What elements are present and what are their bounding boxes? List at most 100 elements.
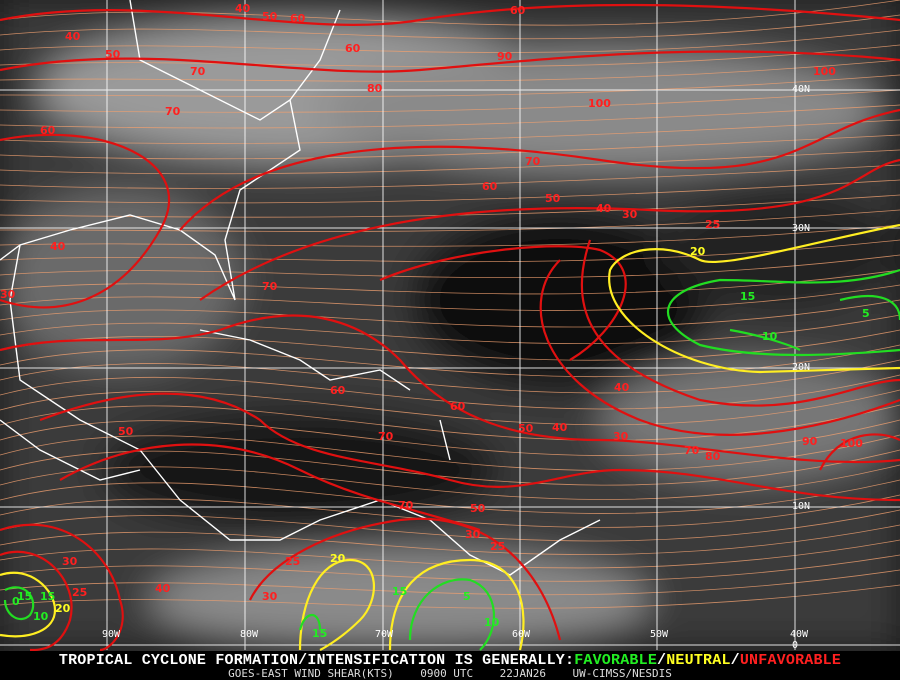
- contour-label: 70: [165, 105, 181, 118]
- legend-neutral: NEUTRAL: [666, 652, 731, 669]
- streamline: [0, 299, 900, 328]
- contour-label: 70: [378, 430, 394, 443]
- lat-lon-grid: [0, 0, 900, 650]
- streamline: [0, 509, 900, 542]
- tc-formation-legend: TROPICAL CYCLONE FORMATION/INTENSIFICATI…: [0, 652, 900, 669]
- contour-label: 80: [705, 450, 721, 463]
- streamline: [0, 524, 900, 555]
- contour-label: 40: [596, 202, 612, 215]
- contour-label: 60: [510, 4, 526, 17]
- streamline: [0, 359, 900, 394]
- longitude-label: 70W: [375, 629, 394, 640]
- longitude-label: 80W: [240, 629, 259, 640]
- streamline: [0, 74, 900, 97]
- contour-label: 50: [262, 10, 278, 23]
- longitude-label: 60W: [512, 629, 531, 640]
- contour-label: 40: [155, 582, 171, 595]
- streamline: [0, 89, 900, 113]
- latitude-label: 30N: [792, 223, 810, 234]
- contour-label: 10: [33, 610, 49, 623]
- streamline: [0, 59, 900, 82]
- contour-label: 15: [392, 585, 407, 598]
- contour-label: 10: [762, 330, 778, 343]
- contour-label: 90: [802, 435, 818, 448]
- streamline: [0, 44, 900, 68]
- contour-label: 60: [450, 400, 466, 413]
- contour-label: 15: [740, 290, 755, 303]
- contour-label: 100: [588, 97, 611, 110]
- streamline: [0, 554, 900, 582]
- streamline: [0, 104, 900, 129]
- contour-label: 100: [813, 65, 836, 78]
- contour-label: 40: [50, 240, 66, 253]
- latitude-label: 40N: [792, 84, 810, 95]
- contour-label: 70: [190, 65, 206, 78]
- streamline: [0, 239, 900, 263]
- longitude-label: 40W: [790, 629, 809, 640]
- streamline: [0, 0, 900, 26]
- contour-label: 60: [330, 384, 346, 397]
- contour-label: 30: [0, 288, 16, 301]
- longitude-label: 90W: [102, 629, 121, 640]
- contour-label: 25: [285, 555, 300, 568]
- satellite-imagery: [0, 0, 900, 650]
- contour-label: 30: [262, 590, 278, 603]
- streamline: [0, 284, 900, 311]
- latitude-label: 20N: [792, 362, 810, 373]
- coastlines: [0, 0, 601, 576]
- contour-label: 30: [465, 528, 481, 541]
- streamline: [0, 329, 900, 361]
- streamline: [0, 374, 900, 410]
- streamline: [0, 194, 900, 218]
- contour-label: 30: [613, 430, 629, 443]
- streamline: [0, 224, 900, 247]
- streamline: [0, 569, 900, 596]
- streamline: [0, 464, 900, 500]
- contour-label: 20: [330, 552, 346, 565]
- streamline: [0, 584, 900, 609]
- contour-label: 30: [62, 555, 78, 568]
- contour-label: 50: [518, 422, 534, 435]
- streamline: [0, 254, 900, 279]
- contour-label: 80: [367, 82, 383, 95]
- streamline: [0, 134, 900, 160]
- contour-label: 60: [482, 180, 498, 193]
- contour-label: 40: [614, 381, 630, 394]
- streamline: [0, 434, 900, 471]
- streamline: [0, 164, 900, 189]
- legend-prefix: TROPICAL CYCLONE FORMATION/INTENSIFICATI…: [58, 652, 575, 669]
- contour-label: 20: [55, 602, 71, 615]
- grid-labels: 90W 80W 70W 60W 50W 40W 40N 30N 20N 10N 0: [102, 84, 810, 651]
- contour-label: 15: [40, 590, 55, 603]
- streamline: [0, 449, 900, 486]
- streamline: [0, 269, 900, 295]
- contour-label: 15: [17, 590, 32, 603]
- contour-label: 50: [470, 502, 486, 515]
- contour-label: 5: [463, 590, 471, 603]
- contour-label: 25: [705, 218, 720, 231]
- contour-label: 60: [40, 124, 56, 137]
- contour-label: 40: [65, 30, 81, 43]
- contour-label: 70: [262, 280, 278, 293]
- contour-label: 70: [525, 155, 541, 168]
- shear-contours: [0, 3, 900, 652]
- contour-label: 60: [290, 12, 306, 25]
- contour-label: 50: [545, 192, 561, 205]
- streamline: [0, 29, 900, 53]
- streamline: [0, 539, 900, 569]
- streamline: [0, 419, 900, 456]
- streamline: [0, 389, 900, 426]
- longitude-label: 50W: [650, 629, 669, 640]
- contour-label: 30: [622, 208, 638, 221]
- contour-label: 20: [690, 245, 706, 258]
- latitude-label: 0: [792, 640, 798, 651]
- contour-label: 0: [12, 595, 20, 608]
- legend-unfavorable: UNFAVORABLE: [739, 652, 842, 669]
- legend-separator: /: [657, 652, 667, 669]
- contour-label: 60: [345, 42, 361, 55]
- contour-label: 15: [312, 627, 327, 640]
- contour-label: 50: [105, 48, 121, 61]
